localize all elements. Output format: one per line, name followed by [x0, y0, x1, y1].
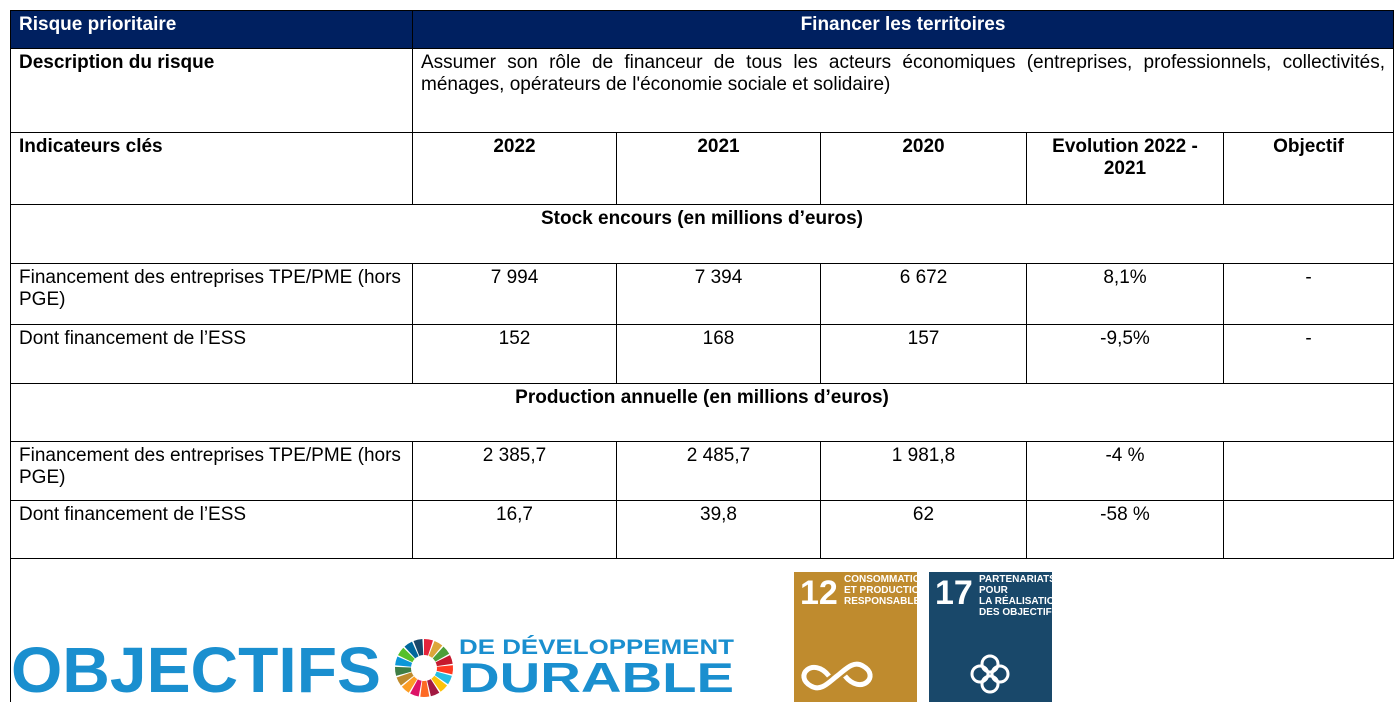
value-cell: 16,7 [412, 500, 617, 559]
sdg-wheel [394, 638, 454, 698]
data-row: Financement des entreprises TPE/PME (hor… [10, 263, 1394, 325]
wheel-segment [428, 641, 443, 658]
value-cell [1223, 441, 1394, 501]
goal-text: LA RÉALISATION [979, 594, 1062, 607]
value-cell: 2 385,7 [412, 441, 617, 501]
wheel-segment [436, 665, 454, 675]
column-header: Evolution 2022 - 2021 [1026, 132, 1224, 205]
wheel-segment [398, 647, 415, 663]
logos: OBJECTIFS DE DÉVELOPPEMENT DURABLE 12 CON… [11, 572, 1062, 706]
risk-table: Risque prioritaire Financer les territoi… [10, 10, 1394, 559]
wheel-segment [404, 641, 419, 659]
column-header: 2022 [412, 132, 617, 205]
goal-icon [970, 654, 1010, 694]
column-header-row: Indicateurs clés 2022 2021 2020 Evolution 20… [10, 132, 1394, 205]
value-cell: 8,1% [1026, 263, 1224, 325]
wheel-segment [410, 679, 422, 697]
logo-word: OBJECTIFS [11, 634, 381, 702]
description-label: Description du risque [10, 48, 413, 133]
value-cell: 39,8 [616, 500, 821, 559]
wheel-segment [401, 676, 418, 693]
value-cell: -4 % [1026, 441, 1224, 501]
goal-text: ET PRODUCTION [844, 585, 927, 596]
header-label: Risque prioritaire [10, 10, 413, 49]
goal-text: RESPONSABLES [844, 596, 927, 607]
indicator-cell: Financement des entreprises TPE/PME (hor… [10, 263, 413, 325]
indicator-cell: Dont financement de l’ESS [10, 324, 413, 384]
goal-number: 17 [935, 574, 973, 612]
value-cell: 157 [820, 324, 1027, 384]
data-row: Dont financement de l’ESS 16,7 39,8 62 -58 % [10, 500, 1394, 559]
column-header: Objectif [1223, 132, 1394, 205]
section-row: Stock encours (en millions d’euros) [10, 204, 1394, 264]
value-cell: 1 981,8 [820, 441, 1027, 501]
goal-tile [794, 572, 917, 702]
column-header: Indicateurs clés [10, 132, 413, 205]
section-title: Stock encours (en millions d’euros) [10, 204, 1394, 264]
logo-area: OBJECTIFS DE DÉVELOPPEMENT DURABLE 12 CON… [10, 558, 1394, 706]
goal-tile [929, 572, 1052, 702]
wheel-segment [420, 680, 430, 698]
wheel-segment [431, 675, 448, 692]
wheel-segment [395, 656, 413, 667]
goal-text: PARTENARIATS [979, 574, 1056, 585]
column-header: 2020 [820, 132, 1027, 205]
wheel-segment [435, 655, 453, 667]
goal-text: CONSOMMATION [844, 574, 928, 585]
logo-line2: DURABLE [459, 654, 734, 701]
value-cell: 168 [616, 324, 821, 384]
wheel-segment [427, 679, 440, 697]
wheel-segment [432, 646, 450, 662]
header-row: Risque prioritaire Financer les territoi… [10, 10, 1394, 49]
value-cell: 7 994 [412, 263, 617, 325]
value-cell: 2 485,7 [616, 441, 821, 501]
value-cell: 62 [820, 500, 1027, 559]
goal-icon [801, 661, 873, 691]
wheel-segment [394, 666, 412, 676]
goal-text: DES OBJECTIFS [979, 607, 1059, 618]
value-cell: 152 [412, 324, 617, 384]
value-cell: 7 394 [616, 263, 821, 325]
value-cell: - [1223, 263, 1394, 325]
section-title: Production annuelle (en millions d’euros… [10, 383, 1394, 442]
logo-line1: DE DÉVELOPPEMENT [459, 636, 734, 659]
value-cell: - [1223, 324, 1394, 384]
goal-number: 12 [800, 574, 838, 612]
data-row: Dont financement de l’ESS 152 168 157 -9,5% - [10, 324, 1394, 384]
header-title: Financer les territoires [412, 10, 1394, 49]
wheel-segment [396, 672, 414, 686]
value-cell: -58 % [1026, 500, 1224, 559]
wheel-segment [434, 671, 452, 685]
value-cell [1223, 500, 1394, 559]
data-row: Financement des entreprises TPE/PME (hor… [10, 441, 1394, 501]
section-row: Production annuelle (en millions d’euros… [10, 383, 1394, 442]
value-cell: 6 672 [820, 263, 1027, 325]
goal-text: POUR [979, 585, 1009, 596]
description-text: Assumer son rôle de financeur de tous le… [412, 48, 1394, 133]
description-row: Description du risque Assumer son rôle d… [10, 48, 1394, 133]
wheel-segment [424, 638, 433, 656]
column-header: 2021 [616, 132, 821, 205]
indicator-cell: Dont financement de l’ESS [10, 500, 413, 559]
wheel-segment [413, 639, 424, 656]
indicator-cell: Financement des entreprises TPE/PME (hor… [10, 441, 413, 501]
value-cell: -9,5% [1026, 324, 1224, 384]
